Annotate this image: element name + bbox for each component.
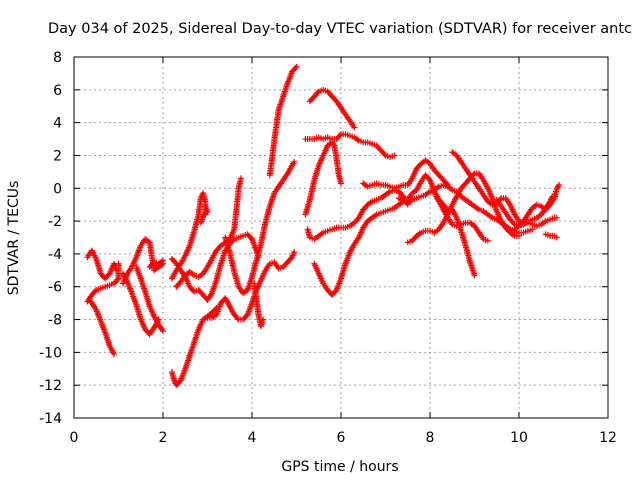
series-trace-27	[511, 181, 563, 233]
series-trace-21	[360, 157, 451, 192]
series-trace-14	[251, 280, 267, 330]
series-trace-07	[146, 257, 166, 271]
data-points	[84, 63, 563, 389]
data-point-plus	[484, 237, 491, 244]
y-tick-label: 8	[53, 50, 62, 66]
data-point-plus	[292, 65, 299, 72]
series-trace-10	[168, 190, 209, 282]
series-trace-18	[302, 131, 398, 161]
x-tick-label: 4	[248, 430, 257, 446]
data-point-plus	[553, 234, 560, 241]
y-tick-label: -12	[39, 378, 62, 394]
data-point-plus	[293, 63, 300, 70]
data-point-plus	[197, 219, 204, 226]
y-tick-label: 4	[53, 116, 62, 132]
chart-title: Day 034 of 2025, Sidereal Day-to-day VTE…	[48, 21, 632, 37]
series-trace-16	[302, 139, 344, 218]
data-point-plus	[160, 328, 166, 335]
series-trace-02	[84, 260, 122, 305]
series-trace-25	[449, 149, 558, 228]
axis-ticks: 0 2 4 6 8 10 12 -14 -12 -10 -8 -6 -4 -2 0 2 4 6 8	[39, 50, 617, 446]
data-point-plus	[234, 315, 241, 322]
data-point-plus	[260, 316, 267, 323]
data-point-plus	[336, 132, 343, 139]
x-axis-label: GPS time / hours	[281, 459, 398, 475]
series-trace-03	[86, 296, 118, 358]
series-trace-17	[306, 86, 358, 131]
y-tick-label: -2	[48, 214, 62, 230]
data-point-plus	[291, 249, 298, 256]
y-tick-label: 6	[53, 83, 62, 99]
data-point-plus	[556, 181, 563, 188]
x-tick-label: 12	[599, 430, 617, 446]
data-point-plus	[338, 180, 344, 187]
x-tick-label: 2	[159, 430, 168, 446]
x-tick-label: 6	[337, 430, 346, 446]
series-trace-29	[197, 203, 211, 226]
y-tick-label: 2	[53, 148, 62, 164]
data-point-plus	[351, 124, 358, 131]
data-point-plus	[237, 175, 244, 182]
y-axis-label: SDTVAR / TECUs	[6, 181, 22, 296]
y-tick-label: 0	[53, 181, 62, 197]
data-point-plus	[111, 351, 118, 358]
data-point-plus	[381, 151, 388, 158]
x-tick-label: 10	[510, 430, 528, 446]
data-point-plus	[114, 276, 121, 283]
series-trace-20	[311, 172, 478, 298]
data-point-plus	[391, 152, 398, 159]
x-tick-label: 8	[426, 430, 435, 446]
data-point-plus	[314, 89, 321, 96]
series-trace-28	[542, 231, 560, 241]
data-point-plus	[553, 214, 560, 221]
data-point-plus	[92, 288, 99, 295]
data-point-plus	[291, 159, 298, 166]
data-point-plus	[510, 220, 517, 227]
series-trace-12	[222, 159, 298, 297]
y-tick-label: -6	[48, 280, 62, 296]
y-tick-label: -8	[48, 313, 62, 329]
series-trace-13	[204, 249, 298, 323]
series-trace-24	[431, 190, 491, 244]
series-trace-06	[133, 264, 166, 335]
data-point-plus	[160, 257, 166, 264]
series-trace-15	[266, 63, 300, 179]
series-trace-01	[84, 247, 120, 282]
y-tick-label: -4	[48, 247, 62, 263]
data-point-plus	[471, 272, 478, 279]
data-point-plus	[115, 260, 122, 267]
y-tick-label: -10	[39, 345, 62, 361]
x-tick-label: 0	[70, 430, 79, 446]
y-tick-label: -14	[39, 411, 62, 427]
